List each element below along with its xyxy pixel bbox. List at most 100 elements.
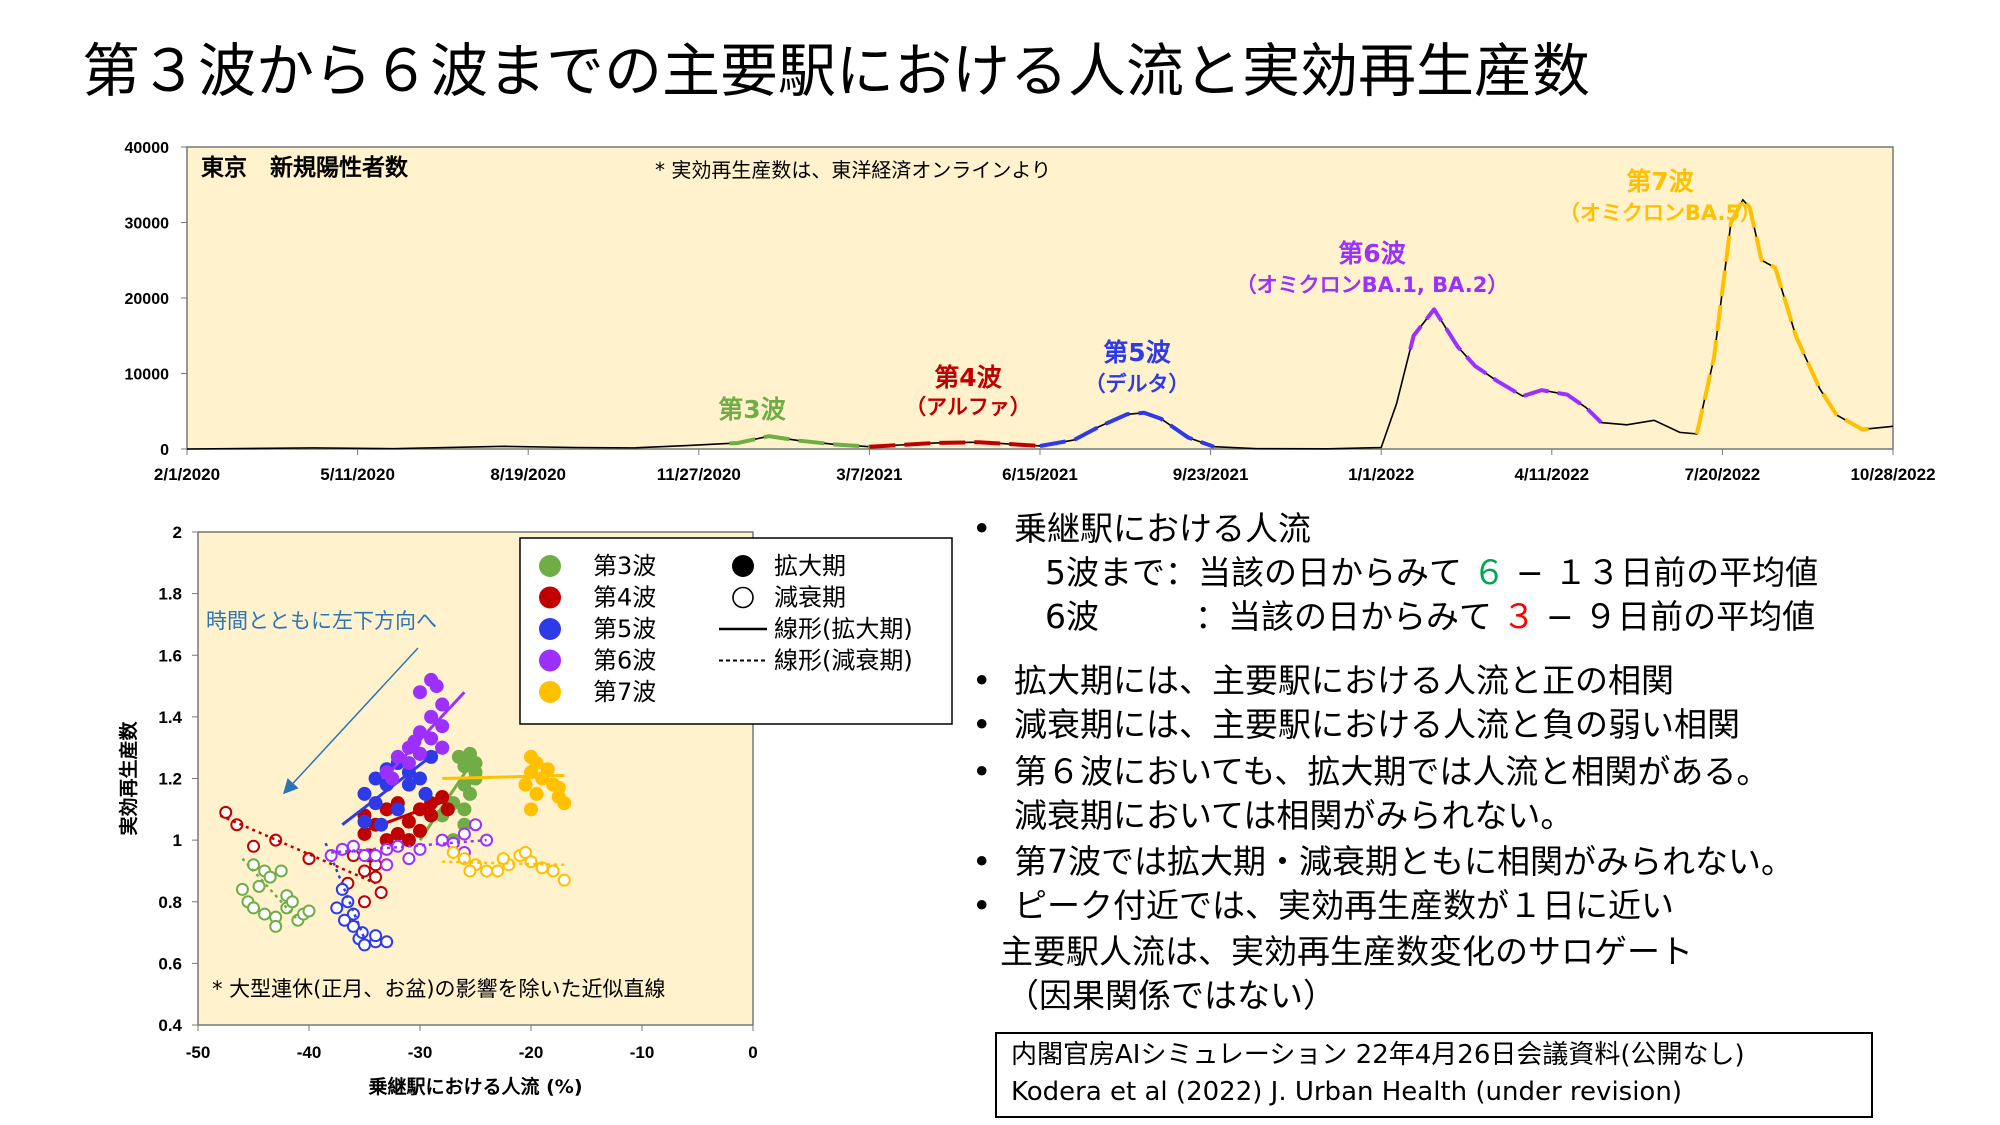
decline-point bbox=[324, 849, 338, 863]
expansion-point bbox=[424, 749, 439, 764]
expansion-point bbox=[379, 802, 394, 817]
decline-point bbox=[380, 858, 394, 872]
decline-point bbox=[280, 901, 294, 915]
legend-label: 第3波 bbox=[593, 552, 656, 580]
decline-point bbox=[535, 861, 549, 875]
expansion-point bbox=[413, 771, 427, 786]
decline-point bbox=[346, 839, 360, 853]
bullet-dot-icon: • bbox=[972, 842, 992, 881]
expansion-point bbox=[401, 756, 416, 771]
legend-marker bbox=[539, 681, 561, 703]
decline-point bbox=[247, 858, 260, 872]
b1-l1-post: − １３日前の平均値 bbox=[1505, 553, 1819, 592]
legend-label: 第5波 bbox=[593, 615, 656, 643]
x-tick-label: 11/27/2020 bbox=[657, 465, 741, 484]
fit-line-expansion bbox=[363, 798, 449, 833]
reference-line-2: Kodera et al (2022) J. Urban Health (und… bbox=[1011, 1077, 1682, 1107]
wave-annotation-subtitle: （デルタ） bbox=[1085, 372, 1190, 396]
bullet-5: • 第7波では拡大期・減衰期ともに相関がみられない。 bbox=[972, 840, 1794, 884]
x-tick-label: -10 bbox=[630, 1043, 655, 1062]
bullet-1: • 乗継駅における人流 bbox=[972, 507, 1311, 551]
x-tick-label: 10/28/2022 bbox=[1850, 465, 1935, 484]
expansion-point bbox=[390, 802, 405, 817]
fit-line-decline bbox=[219, 814, 377, 885]
arrow-annotation-text: 時間とともに左下方向へ bbox=[206, 609, 437, 633]
expansion-point bbox=[379, 765, 394, 780]
bullet-1-line-1: 5波まで：当該の日からみて ６ − １３日前の平均値 bbox=[1045, 551, 1818, 595]
expansion-point bbox=[524, 802, 538, 817]
expansion-point bbox=[374, 817, 389, 832]
decline-point bbox=[274, 864, 288, 878]
expansion-point bbox=[468, 756, 483, 771]
legend-label: 第7波 bbox=[593, 678, 656, 706]
y-tick-label: 1.8 bbox=[158, 585, 182, 604]
b1-l2-pre: ：当該の日からみて bbox=[1195, 597, 1503, 636]
bullet-3-text: 減衰期には、主要駅における人流と負の弱い相関 bbox=[1014, 705, 1740, 744]
expansion-point bbox=[551, 789, 566, 804]
fit-line-decline bbox=[241, 857, 299, 922]
bullet-6: • ピーク付近では、実効再生産数が１日に近い bbox=[972, 884, 1674, 928]
legend-box bbox=[519, 537, 953, 725]
legend-marker bbox=[539, 618, 561, 640]
decline-point bbox=[358, 864, 371, 878]
y-tick-label: 0.4 bbox=[158, 1016, 182, 1035]
legend-marker bbox=[732, 586, 754, 609]
x-tick-label: -50 bbox=[186, 1043, 211, 1062]
decline-point bbox=[480, 833, 494, 847]
decline-point bbox=[341, 895, 355, 909]
bullet-4: • 第６波においても、拡大期では人流と相関がある。 bbox=[972, 750, 1769, 794]
wave-annotation-title: 第5波 bbox=[1103, 338, 1171, 367]
expansion-point bbox=[446, 833, 461, 848]
expansion-point bbox=[435, 740, 450, 755]
decline-point bbox=[352, 932, 366, 946]
decline-point bbox=[346, 907, 360, 921]
data-source-note: * 実効再生産数は、東洋経済オンラインより bbox=[655, 158, 1051, 182]
y-tick-label: 1.6 bbox=[158, 646, 182, 665]
expansion-point bbox=[468, 765, 483, 780]
y-tick-label: 1 bbox=[173, 831, 182, 850]
decline-point bbox=[374, 886, 388, 900]
bullet-dot-icon: • bbox=[972, 661, 992, 700]
wave-annotation-subtitle: （オミクロンBA.5） bbox=[1559, 201, 1761, 225]
decline-point bbox=[335, 882, 349, 896]
decline-point bbox=[302, 904, 316, 918]
expansion-point bbox=[413, 746, 427, 761]
expansion-point bbox=[413, 746, 427, 761]
expansion-point bbox=[401, 740, 416, 755]
decline-point bbox=[369, 849, 383, 863]
expansion-point bbox=[390, 826, 405, 841]
expansion-point bbox=[435, 719, 450, 734]
bullet-dot-icon: • bbox=[972, 705, 992, 744]
decline-point bbox=[230, 818, 244, 832]
expansion-point bbox=[518, 777, 533, 792]
wave-highlight-line bbox=[729, 434, 870, 449]
expansion-point bbox=[551, 780, 566, 795]
x-tick-label: 0 bbox=[748, 1043, 757, 1062]
decline-point bbox=[463, 864, 477, 878]
decline-point bbox=[380, 935, 394, 949]
legend-label: 第6波 bbox=[593, 647, 656, 675]
expansion-point bbox=[424, 796, 439, 811]
decline-point bbox=[291, 913, 305, 927]
decline-point bbox=[269, 910, 283, 924]
decline-point bbox=[235, 882, 249, 896]
y-tick-label: 2 bbox=[173, 523, 182, 542]
expansion-point bbox=[468, 771, 483, 786]
b1-l2-label: 6波 bbox=[1045, 597, 1099, 636]
bullet-4-cont: 減衰期においては相関がみられない。 bbox=[1014, 796, 1574, 835]
expansion-point bbox=[368, 771, 383, 786]
expansion-point bbox=[379, 777, 394, 792]
daily-cases-chart: 0 10000 20000 30000 40000 2/1/2020 5/11/2020 8/… bbox=[125, 140, 1936, 484]
expansion-point bbox=[413, 823, 427, 838]
decline-point bbox=[358, 938, 371, 952]
bullet-1-text: 乗継駅における人流 bbox=[1014, 509, 1311, 548]
wave-highlight-line bbox=[1408, 307, 1603, 425]
legend-marker bbox=[539, 649, 561, 672]
legend-marker bbox=[539, 586, 561, 609]
expansion-point bbox=[462, 746, 477, 761]
expansion-point bbox=[407, 734, 422, 749]
decline-point bbox=[457, 827, 471, 841]
decline-point bbox=[369, 929, 383, 943]
y-tick-label: 10000 bbox=[125, 367, 170, 384]
decline-point bbox=[391, 839, 405, 853]
